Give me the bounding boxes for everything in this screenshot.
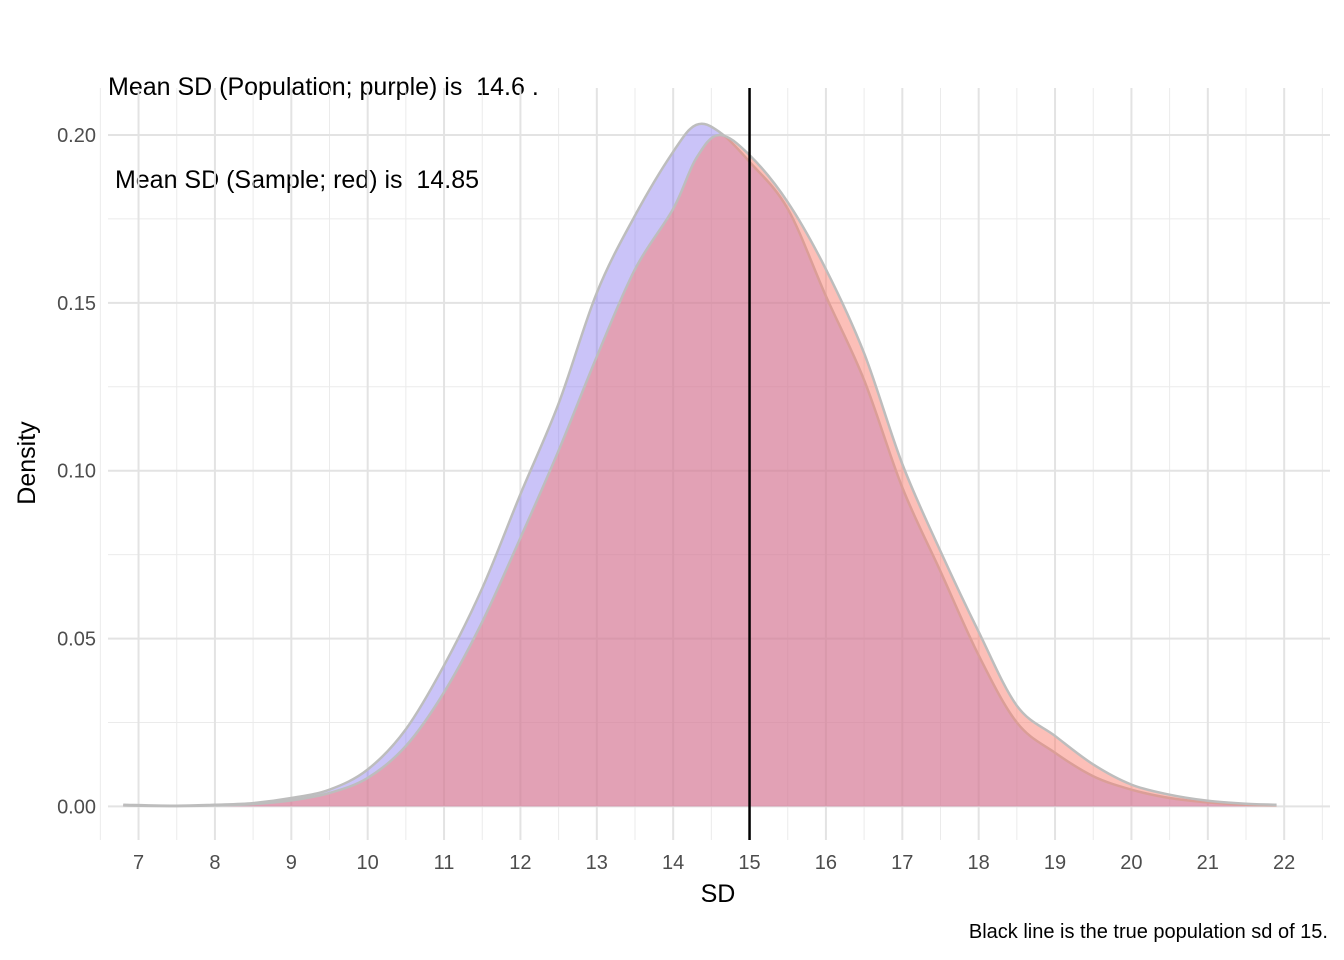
x-tick-label: 22 (1273, 852, 1295, 874)
x-tick-label: 21 (1197, 852, 1219, 874)
y-tick-label: 0.05 (57, 629, 96, 651)
x-tick-label: 17 (891, 852, 913, 874)
x-axis-title: SD (701, 880, 736, 908)
x-tick-label: 11 (434, 852, 455, 874)
title-line-2: Mean SD (Sample; red) is 14.85 (108, 166, 479, 194)
x-tick-label: 8 (209, 852, 220, 874)
y-tick-label: 0.20 (57, 125, 96, 147)
y-tick-label: 0.00 (57, 796, 96, 818)
density-outline-sample (123, 133, 1277, 808)
x-tick-label: 18 (968, 852, 990, 874)
x-axis-ticks: 7 8 9 10 11 12 13 14 15 16 17 18 19 20 21 22 (133, 852, 1295, 874)
title-line-1: Mean SD (Population; purple) is 14.6 . (108, 73, 539, 101)
chart-title: Mean SD (Population; purple) is 14.6 . M… (108, 10, 539, 227)
x-tick-label: 15 (738, 852, 760, 874)
x-tick-label: 19 (1044, 852, 1066, 874)
x-tick-label: 20 (1120, 852, 1142, 874)
x-tick-label: 9 (286, 852, 297, 874)
density-area-sample (123, 134, 1277, 807)
chart-caption: Black line is the true population sd of … (968, 921, 1328, 943)
x-tick-label: 10 (357, 852, 379, 874)
x-tick-label: 14 (662, 852, 684, 874)
x-tick-label: 7 (133, 852, 144, 874)
x-tick-label: 12 (509, 852, 531, 874)
y-tick-label: 0.10 (57, 461, 96, 483)
y-tick-label: 0.15 (57, 293, 96, 315)
x-tick-label: 13 (586, 852, 608, 874)
y-axis-title: Density (13, 421, 41, 505)
grid-lines (99, 88, 1330, 840)
x-tick-label: 16 (815, 852, 837, 874)
y-axis-ticks: 0.00 0.05 0.10 0.15 0.20 (57, 125, 96, 818)
density-areas (123, 122, 1277, 808)
